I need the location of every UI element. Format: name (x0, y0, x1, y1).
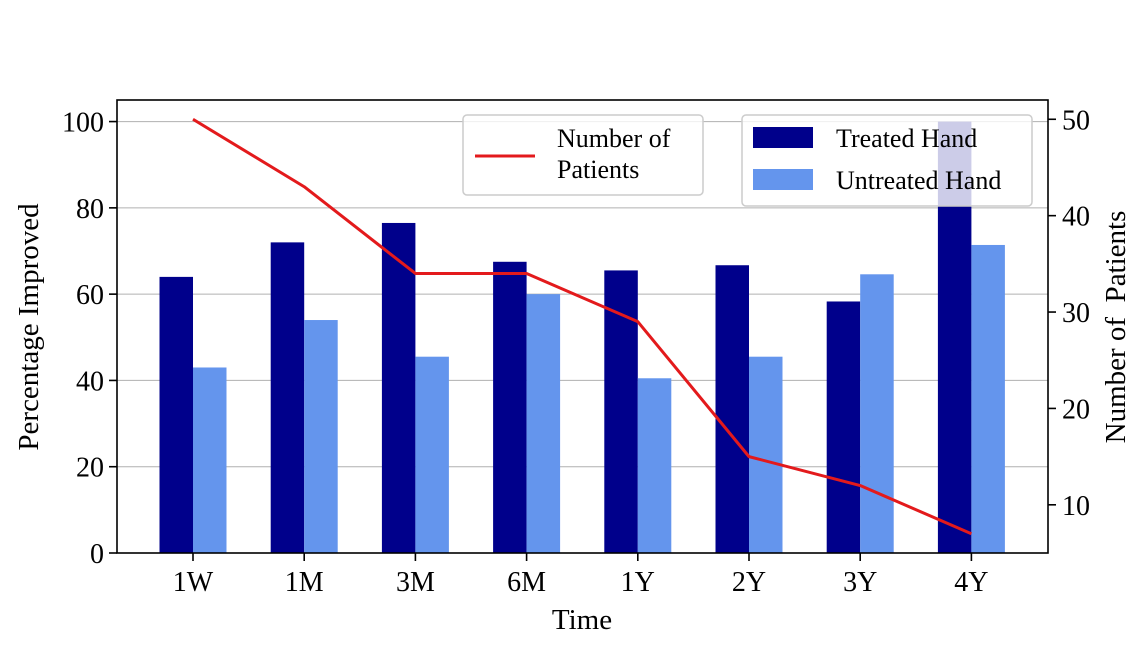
treated-hand-legend-label: Treated Hand (836, 124, 977, 153)
y2-tick-label: 30 (1062, 298, 1090, 329)
x-tick-label: 6M (507, 567, 546, 598)
treated-hand-bar-2Y (715, 265, 749, 553)
left-y-axis: 0 20 40 60 80 100 (62, 108, 117, 570)
untreated-hand-bar-6M (526, 294, 561, 553)
left-y-axis-title: Percentage Improved (13, 203, 45, 451)
treated-hand-bar-3M (381, 222, 416, 553)
bar-legend-frame (741, 114, 1033, 207)
untreated-hand-bar-2Y (749, 356, 783, 553)
y-tick-label: 0 (90, 539, 104, 570)
untreated-hand-bar-3M (415, 356, 449, 553)
y2-tick-label: 40 (1062, 202, 1090, 233)
untreated-hand-bar-1Y (637, 378, 672, 553)
line-legend: Number of Patients (462, 114, 704, 196)
x-tick-label: 1M (285, 567, 324, 598)
treated-hand-bar-3Y (826, 301, 861, 553)
y-tick-label: 20 (76, 453, 104, 484)
line-series (192, 117, 972, 536)
x-tick-label: 2Y (732, 567, 766, 598)
x-axis-title: Time (552, 604, 612, 636)
untreated-hand-bar-1W (193, 367, 227, 553)
x-axis: 1W 1M 3M 6M 1Y 2Y 3Y 4Y (173, 553, 989, 598)
untreated-hand-bar-1M (304, 320, 338, 553)
right-y-axis: 10 20 30 40 50 (1048, 105, 1090, 522)
y-tick-label: 80 (76, 194, 104, 225)
x-tick-label: 4Y (954, 567, 988, 598)
y-tick-label: 60 (76, 280, 104, 311)
untreated-hand-swatch (753, 169, 813, 190)
treated-hand-bar-1M (270, 242, 305, 553)
y2-tick-label: 50 (1062, 105, 1090, 136)
treated-hand-bar-1W (159, 276, 193, 553)
x-tick-label: 1Y (621, 567, 655, 598)
treated-hand-bar-6M (493, 261, 527, 553)
line-legend-label-1: Number of (557, 124, 671, 153)
y-tick-label: 40 (76, 366, 104, 397)
number-of-patients-line (192, 117, 972, 536)
y2-tick-label: 10 (1062, 491, 1090, 522)
treated-hand-bar-1Y (604, 270, 638, 553)
untreated-hand-bar-3Y (860, 274, 894, 553)
x-tick-label: 1W (173, 567, 214, 598)
treated-hand-swatch (753, 127, 813, 148)
line-legend-frame (462, 114, 704, 196)
bar-series (159, 121, 1005, 554)
untreated-hand-legend-label: Untreated Hand (836, 166, 1001, 195)
x-tick-label: 3Y (843, 567, 877, 598)
bar-legend: Treated Hand Untreated Hand (741, 114, 1033, 207)
x-tick-label: 3M (396, 567, 435, 598)
plot-frame (116, 99, 1049, 554)
y-tick-label: 100 (62, 108, 104, 139)
untreated-hand-bar-4Y (971, 244, 1005, 553)
right-y-axis-title: Number of Patients (1100, 211, 1132, 444)
y2-tick-label: 20 (1062, 394, 1090, 425)
line-legend-label-2: Patients (557, 155, 639, 184)
